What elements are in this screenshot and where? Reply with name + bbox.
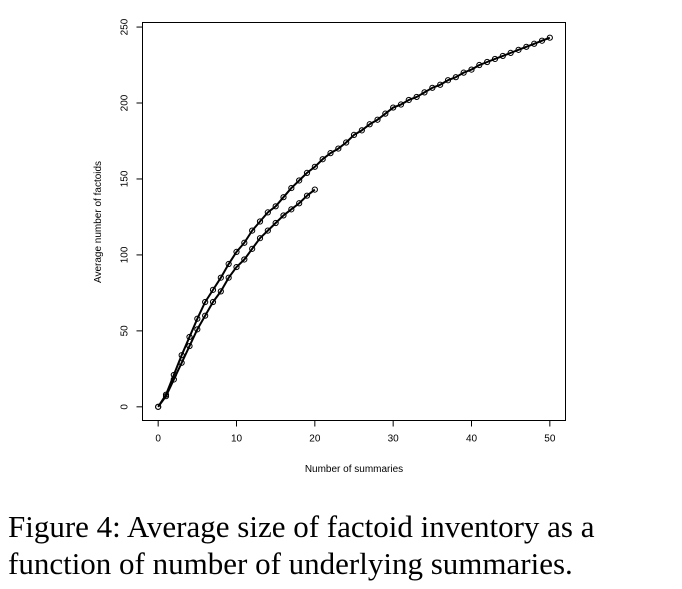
series-1-point-46: [515, 46, 522, 53]
series-1-point-27: [366, 121, 373, 128]
y-tick-label-100: 100: [120, 246, 131, 263]
x-axis-label: Number of summaries: [305, 464, 403, 475]
series-1-point-10: [233, 248, 240, 255]
series-2-point-10: [233, 263, 240, 271]
series-1-point-43: [491, 55, 499, 63]
series-1-point-47: [523, 43, 530, 50]
y-axis: 0 50 100 150 200 250: [120, 18, 143, 410]
series-1-point-29: [382, 110, 389, 117]
series-1-point-23: [335, 145, 342, 152]
series-1-point-35: [429, 84, 436, 91]
series-1-point-28: [374, 116, 381, 123]
y-axis-label: Average number of factoids: [93, 161, 104, 283]
series-1-point-21: [319, 156, 326, 163]
series-1-point-9: [225, 260, 232, 268]
series-1-point-42: [484, 58, 491, 66]
x-tick-label-10: 10: [231, 434, 243, 445]
series-1-point-12: [249, 227, 256, 234]
series-2-point-8: [217, 288, 224, 295]
series-1-point-44: [499, 52, 506, 60]
series-1-point-8: [217, 274, 224, 281]
series-2-point-0: [155, 403, 162, 410]
series-1-point-49: [538, 37, 546, 44]
series-1-point-17: [288, 184, 295, 192]
x-tick-label-0: 0: [155, 434, 161, 445]
series-2-point-5: [194, 326, 201, 333]
plot-frame: [142, 22, 566, 421]
series-2-point-1: [162, 393, 170, 400]
series-2-point-7: [209, 298, 217, 306]
series-1-point-15: [272, 203, 279, 210]
y-tick-label-200: 200: [120, 94, 131, 111]
series-2-point-19: [303, 192, 311, 199]
series-1-point-40: [468, 66, 475, 73]
series-1-point-20: [311, 163, 318, 170]
series-2-point-3: [178, 359, 185, 366]
series-2-point-9: [225, 274, 232, 281]
series-2-point-20: [311, 186, 318, 193]
y-tick-label-250: 250: [120, 18, 131, 35]
series-1-point-16: [280, 194, 287, 201]
y-tick-label-0: 0: [120, 404, 131, 410]
series-1-point-34: [421, 89, 428, 96]
x-axis: 0 10 20 30 40 50: [155, 420, 556, 445]
series-2-point-2: [170, 376, 177, 383]
series-1-point-6: [202, 298, 209, 306]
series-2-point-18: [296, 200, 303, 207]
series-1-point-48: [531, 40, 538, 47]
series-1-point-38: [452, 74, 459, 81]
line-chart: 0 10 20 30 40 50 0 50 100 150 200 250 Number of su…: [93, 18, 566, 475]
series-1-point-33: [413, 93, 420, 101]
series-1: [155, 34, 553, 410]
series-layer: [155, 34, 553, 410]
x-tick-label-30: 30: [388, 434, 400, 445]
series-1-point-19: [303, 169, 311, 176]
y-tick-label-150: 150: [120, 170, 131, 187]
series-1-point-39: [460, 69, 467, 76]
series-2-point-4: [186, 342, 193, 350]
series-1-point-31: [397, 101, 405, 108]
series-1-point-41: [476, 61, 483, 69]
x-tick-label-50: 50: [544, 434, 556, 445]
series-1-point-36: [437, 81, 444, 88]
series-2-point-13: [256, 235, 264, 242]
series-2: [155, 186, 318, 410]
series-1-point-13: [256, 218, 264, 225]
series-2-point-6: [202, 312, 209, 319]
figure-caption: Figure 4: Average size of factoid invent…: [8, 509, 595, 581]
series-2-point-11: [241, 256, 248, 263]
series-1-point-11: [241, 239, 248, 246]
series-2-point-14: [264, 227, 271, 234]
series-1-point-26: [358, 127, 365, 134]
series-1-point-7: [209, 286, 217, 293]
series-1-point-30: [390, 104, 397, 111]
x-tick-label-20: 20: [309, 434, 321, 445]
series-2-point-16: [280, 212, 287, 219]
series-1-point-45: [507, 49, 514, 56]
x-tick-label-40: 40: [466, 434, 478, 445]
series-1-point-4: [186, 333, 193, 341]
series-1-point-37: [444, 77, 452, 84]
series-1-point-18: [296, 177, 303, 184]
series-1-point-25: [350, 131, 358, 139]
y-tick-label-50: 50: [120, 325, 131, 337]
series-1-line: [157, 36, 551, 408]
series-1-point-5: [194, 315, 201, 322]
series-2-point-15: [272, 219, 279, 227]
series-2-point-12: [249, 245, 256, 252]
series-1-point-32: [405, 96, 412, 104]
series-1-point-50: [546, 34, 553, 41]
series-2-line: [157, 188, 316, 408]
series-1-point-22: [327, 150, 334, 157]
series-2-point-17: [288, 206, 295, 213]
series-1-point-14: [264, 209, 271, 216]
series-1-point-24: [343, 139, 350, 146]
